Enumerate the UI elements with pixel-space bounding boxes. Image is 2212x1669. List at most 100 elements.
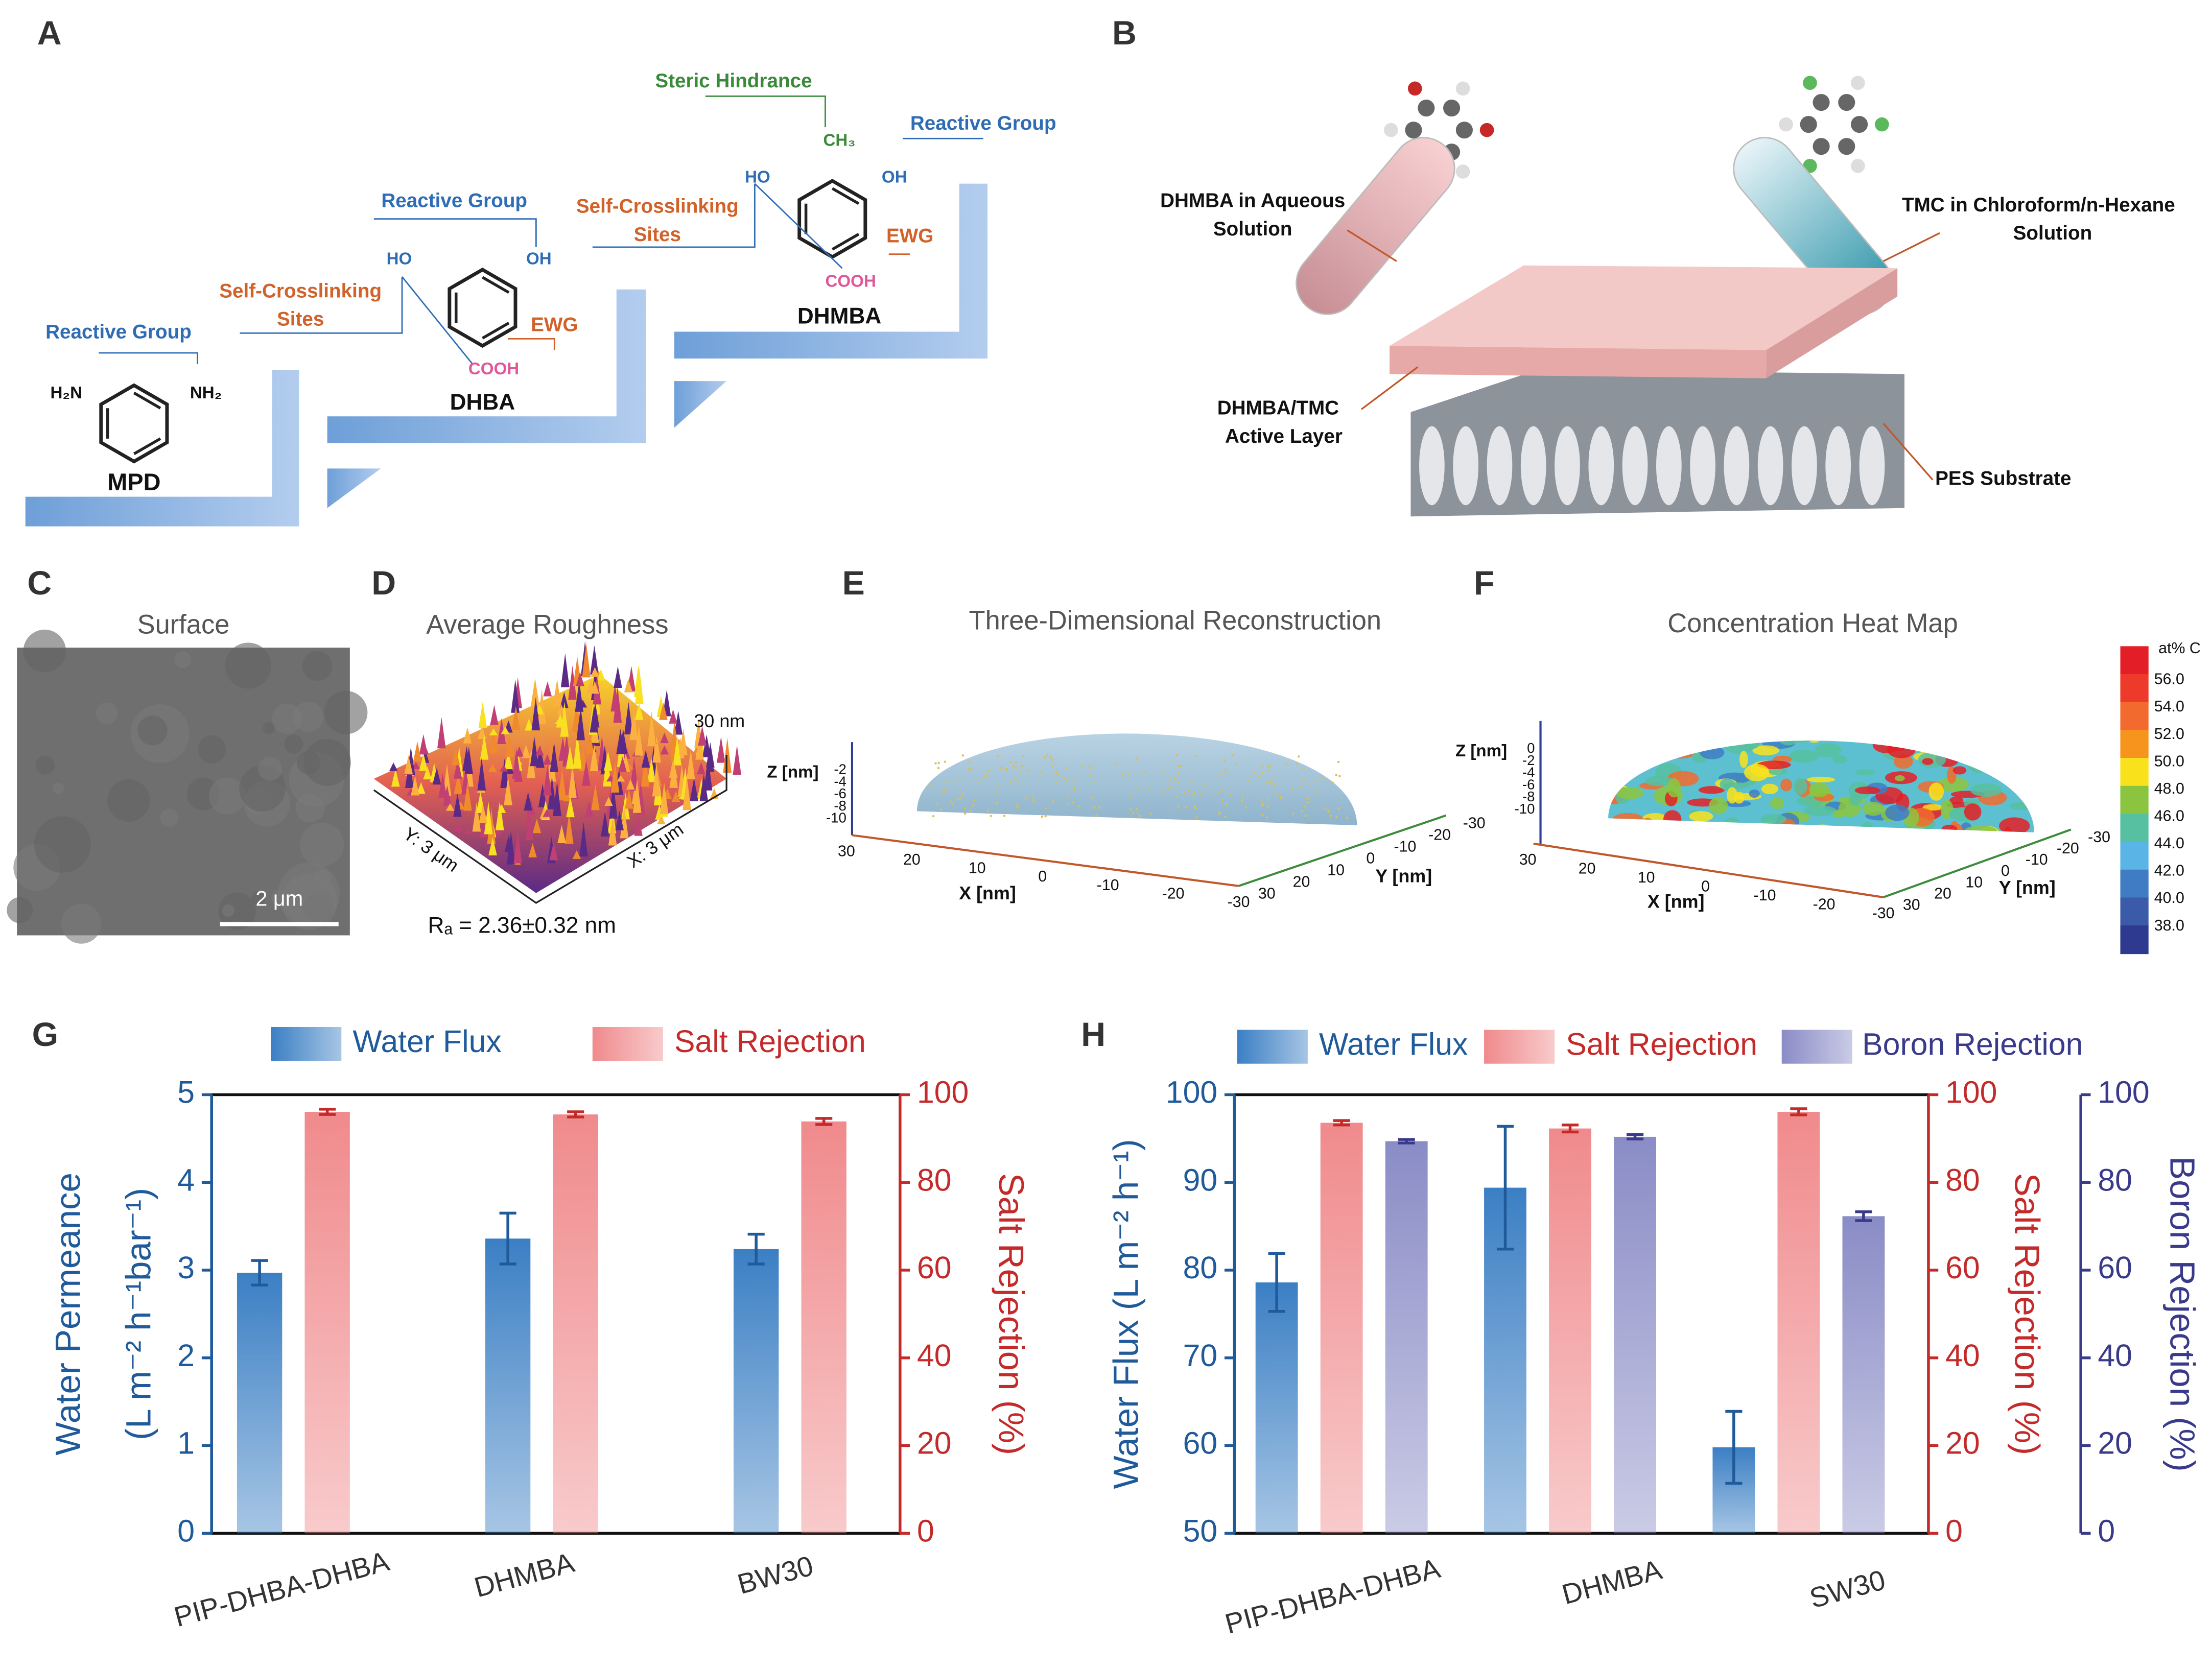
- atom-point: [1269, 782, 1272, 784]
- y3-tick-label: 40: [2098, 1338, 2132, 1373]
- atom-point: [978, 780, 981, 783]
- heat-blob: [1821, 830, 1853, 832]
- atom-point: [1266, 781, 1269, 784]
- heat-blob: [1749, 789, 1760, 798]
- heat-blob: [1918, 727, 1927, 738]
- heat-blob: [1808, 741, 1821, 743]
- afm-spike: [616, 728, 625, 754]
- atom-point: [1261, 814, 1264, 816]
- sem-texture: [278, 862, 340, 924]
- x-tick-label: -20: [1162, 885, 1185, 902]
- pore: [1453, 426, 1479, 506]
- colorbar-label: 38.0: [2154, 917, 2184, 934]
- heat-blob: [1723, 818, 1741, 832]
- atom-point: [1147, 786, 1150, 789]
- leader-line: [592, 183, 756, 248]
- heat-blob: [1941, 824, 1958, 832]
- atom-point: [1337, 760, 1340, 764]
- z-tick-label: -2: [834, 761, 846, 777]
- heat-blob: [1739, 751, 1748, 768]
- atom: [1851, 116, 1868, 133]
- sem-texture: [7, 897, 33, 923]
- atom-point: [1093, 806, 1096, 809]
- x-tick-label: 0: [1038, 868, 1047, 885]
- atom-point: [967, 768, 970, 771]
- heat-blob: [1960, 741, 1986, 755]
- afm-spike: [420, 744, 429, 755]
- heat-blob: [1887, 741, 1911, 751]
- afm-spike: [609, 782, 618, 819]
- atom-point: [1231, 753, 1234, 756]
- atom-point: [1212, 794, 1215, 797]
- double-bond: [831, 233, 860, 251]
- atom: [1779, 117, 1793, 132]
- atom-point: [1221, 789, 1224, 792]
- active-layer: [1390, 265, 1898, 350]
- heat-blob: [1910, 831, 1923, 832]
- heat-blob: [1854, 786, 1880, 795]
- afm-spike: [568, 764, 577, 798]
- atom-point: [1046, 754, 1049, 757]
- atom-point: [1129, 808, 1133, 811]
- atom-point: [1185, 806, 1187, 809]
- z-tick-label: 0: [1527, 740, 1535, 756]
- afm-spike: [657, 816, 666, 824]
- atom-point: [1136, 757, 1139, 760]
- panel-letter: E: [842, 564, 865, 602]
- afm-spike: [566, 796, 575, 818]
- heat-blob: [2014, 741, 2023, 743]
- atom-point: [934, 762, 937, 765]
- colorbar-label: 56.0: [2154, 671, 2184, 688]
- heat-blob: [1806, 724, 1834, 731]
- colorbar-segment: [2120, 869, 2149, 898]
- scale-bar-label: 2 μm: [255, 887, 303, 910]
- afm-spike: [600, 811, 609, 837]
- colorbar-label: 40.0: [2154, 890, 2184, 907]
- afm-spike: [624, 790, 633, 809]
- afm-spike: [698, 726, 707, 746]
- atom-point: [1260, 798, 1263, 801]
- panel-title: Average Roughness: [426, 610, 668, 640]
- afm-spike: [531, 678, 539, 706]
- atom-point: [1335, 816, 1338, 819]
- atom-point: [1175, 796, 1179, 798]
- afm-spike: [647, 711, 656, 747]
- atom-point: [1191, 793, 1194, 796]
- heat-blob: [1952, 766, 1967, 775]
- heat-blob: [1990, 743, 2006, 757]
- x-tick-label: -20: [1813, 896, 1836, 913]
- atom-point: [1066, 767, 1068, 769]
- atom-point: [1306, 801, 1309, 804]
- annotation: COOH: [468, 360, 519, 378]
- afm-spike: [453, 759, 462, 779]
- atom-point: [1051, 758, 1054, 761]
- y-tick-label: 30: [1258, 885, 1276, 902]
- afm-spike: [564, 813, 574, 844]
- atom: [1875, 117, 1889, 132]
- atom-point: [1274, 783, 1276, 786]
- legend-swatch: [1781, 1030, 1852, 1064]
- pore: [1690, 426, 1715, 506]
- atom-point: [1266, 798, 1269, 801]
- sem-texture: [263, 722, 275, 734]
- y-tick-label: 10: [1327, 862, 1345, 878]
- atom-point: [1044, 815, 1047, 818]
- afm-spike: [632, 779, 642, 813]
- legend-label: Salt Rejection: [674, 1024, 866, 1059]
- y3-tick-label: 60: [2098, 1250, 2132, 1285]
- sem-texture: [251, 891, 266, 905]
- afm-spike: [582, 760, 591, 786]
- afm-spike: [531, 697, 540, 731]
- afm-spike: [404, 755, 413, 774]
- bar: [304, 1111, 350, 1534]
- tube-body: [1296, 137, 1455, 315]
- y2-tick-label: 40: [1945, 1338, 1980, 1373]
- y-tick-label: -30: [2088, 829, 2110, 846]
- sem-texture: [303, 738, 351, 786]
- legend-swatch: [1237, 1030, 1308, 1064]
- bar: [733, 1249, 779, 1534]
- afm-spike: [550, 742, 558, 772]
- afm-spike: [655, 804, 664, 820]
- atom-point: [1246, 779, 1250, 782]
